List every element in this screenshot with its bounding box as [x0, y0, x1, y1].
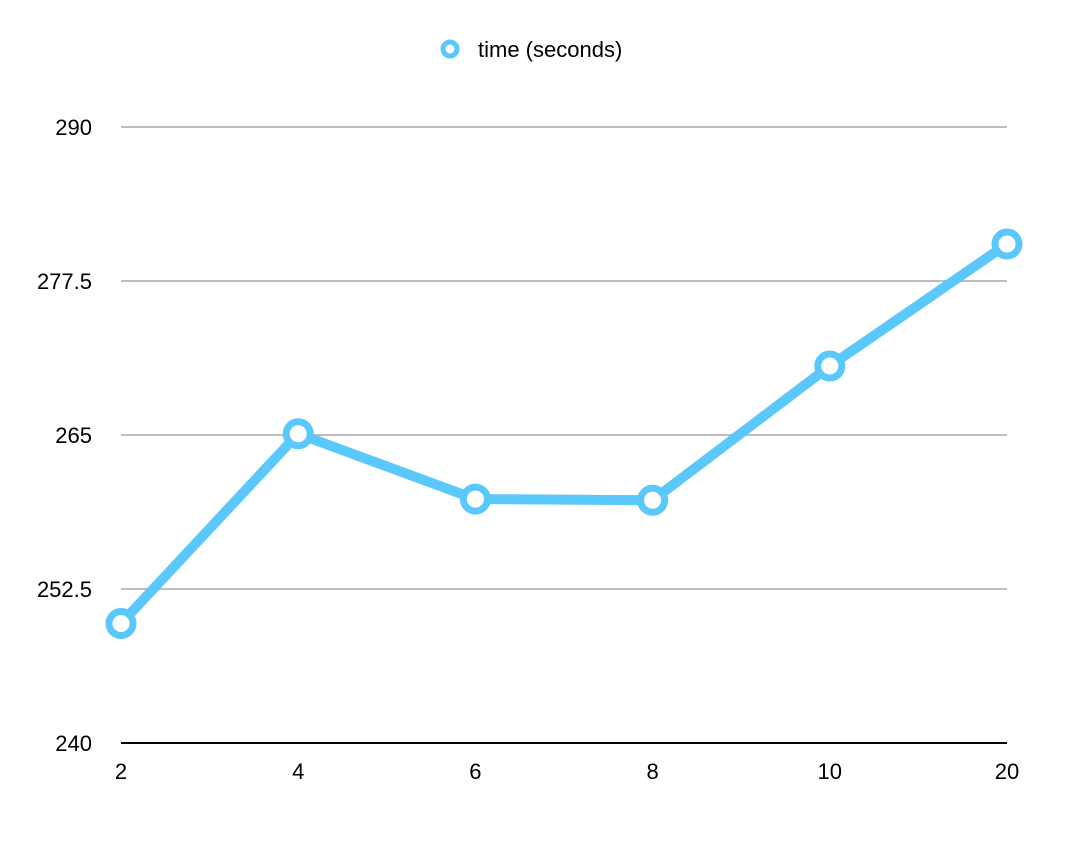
data-point: [991, 228, 1023, 260]
x-tick-label: 6: [469, 759, 481, 784]
data-point: [282, 418, 314, 450]
y-tick-label: 240: [55, 731, 92, 756]
data-point: [459, 483, 491, 515]
data-point: [637, 484, 669, 516]
legend-label: time (seconds): [478, 37, 622, 62]
x-axis-ticks: 2 4 6 8 10 20: [115, 759, 1019, 784]
y-tick-label: 252.5: [37, 577, 92, 602]
x-tick-label: 2: [115, 759, 127, 784]
x-tick-label: 8: [646, 759, 658, 784]
y-tick-label: 277.5: [37, 269, 92, 294]
series-line: [116, 239, 1012, 629]
y-axis-ticks: 240 252.5 265 277.5 290: [37, 115, 92, 756]
x-tick-label: 10: [818, 759, 842, 784]
data-points: [105, 228, 1023, 639]
x-tick-label: 20: [995, 759, 1019, 784]
legend-marker-icon: [440, 39, 460, 59]
gridlines: [121, 126, 1007, 590]
data-point: [105, 607, 137, 639]
y-tick-label: 265: [55, 423, 92, 448]
y-tick-label: 290: [55, 115, 92, 140]
legend: time (seconds): [440, 37, 622, 62]
data-point: [814, 350, 846, 382]
x-tick-label: 4: [292, 759, 304, 784]
